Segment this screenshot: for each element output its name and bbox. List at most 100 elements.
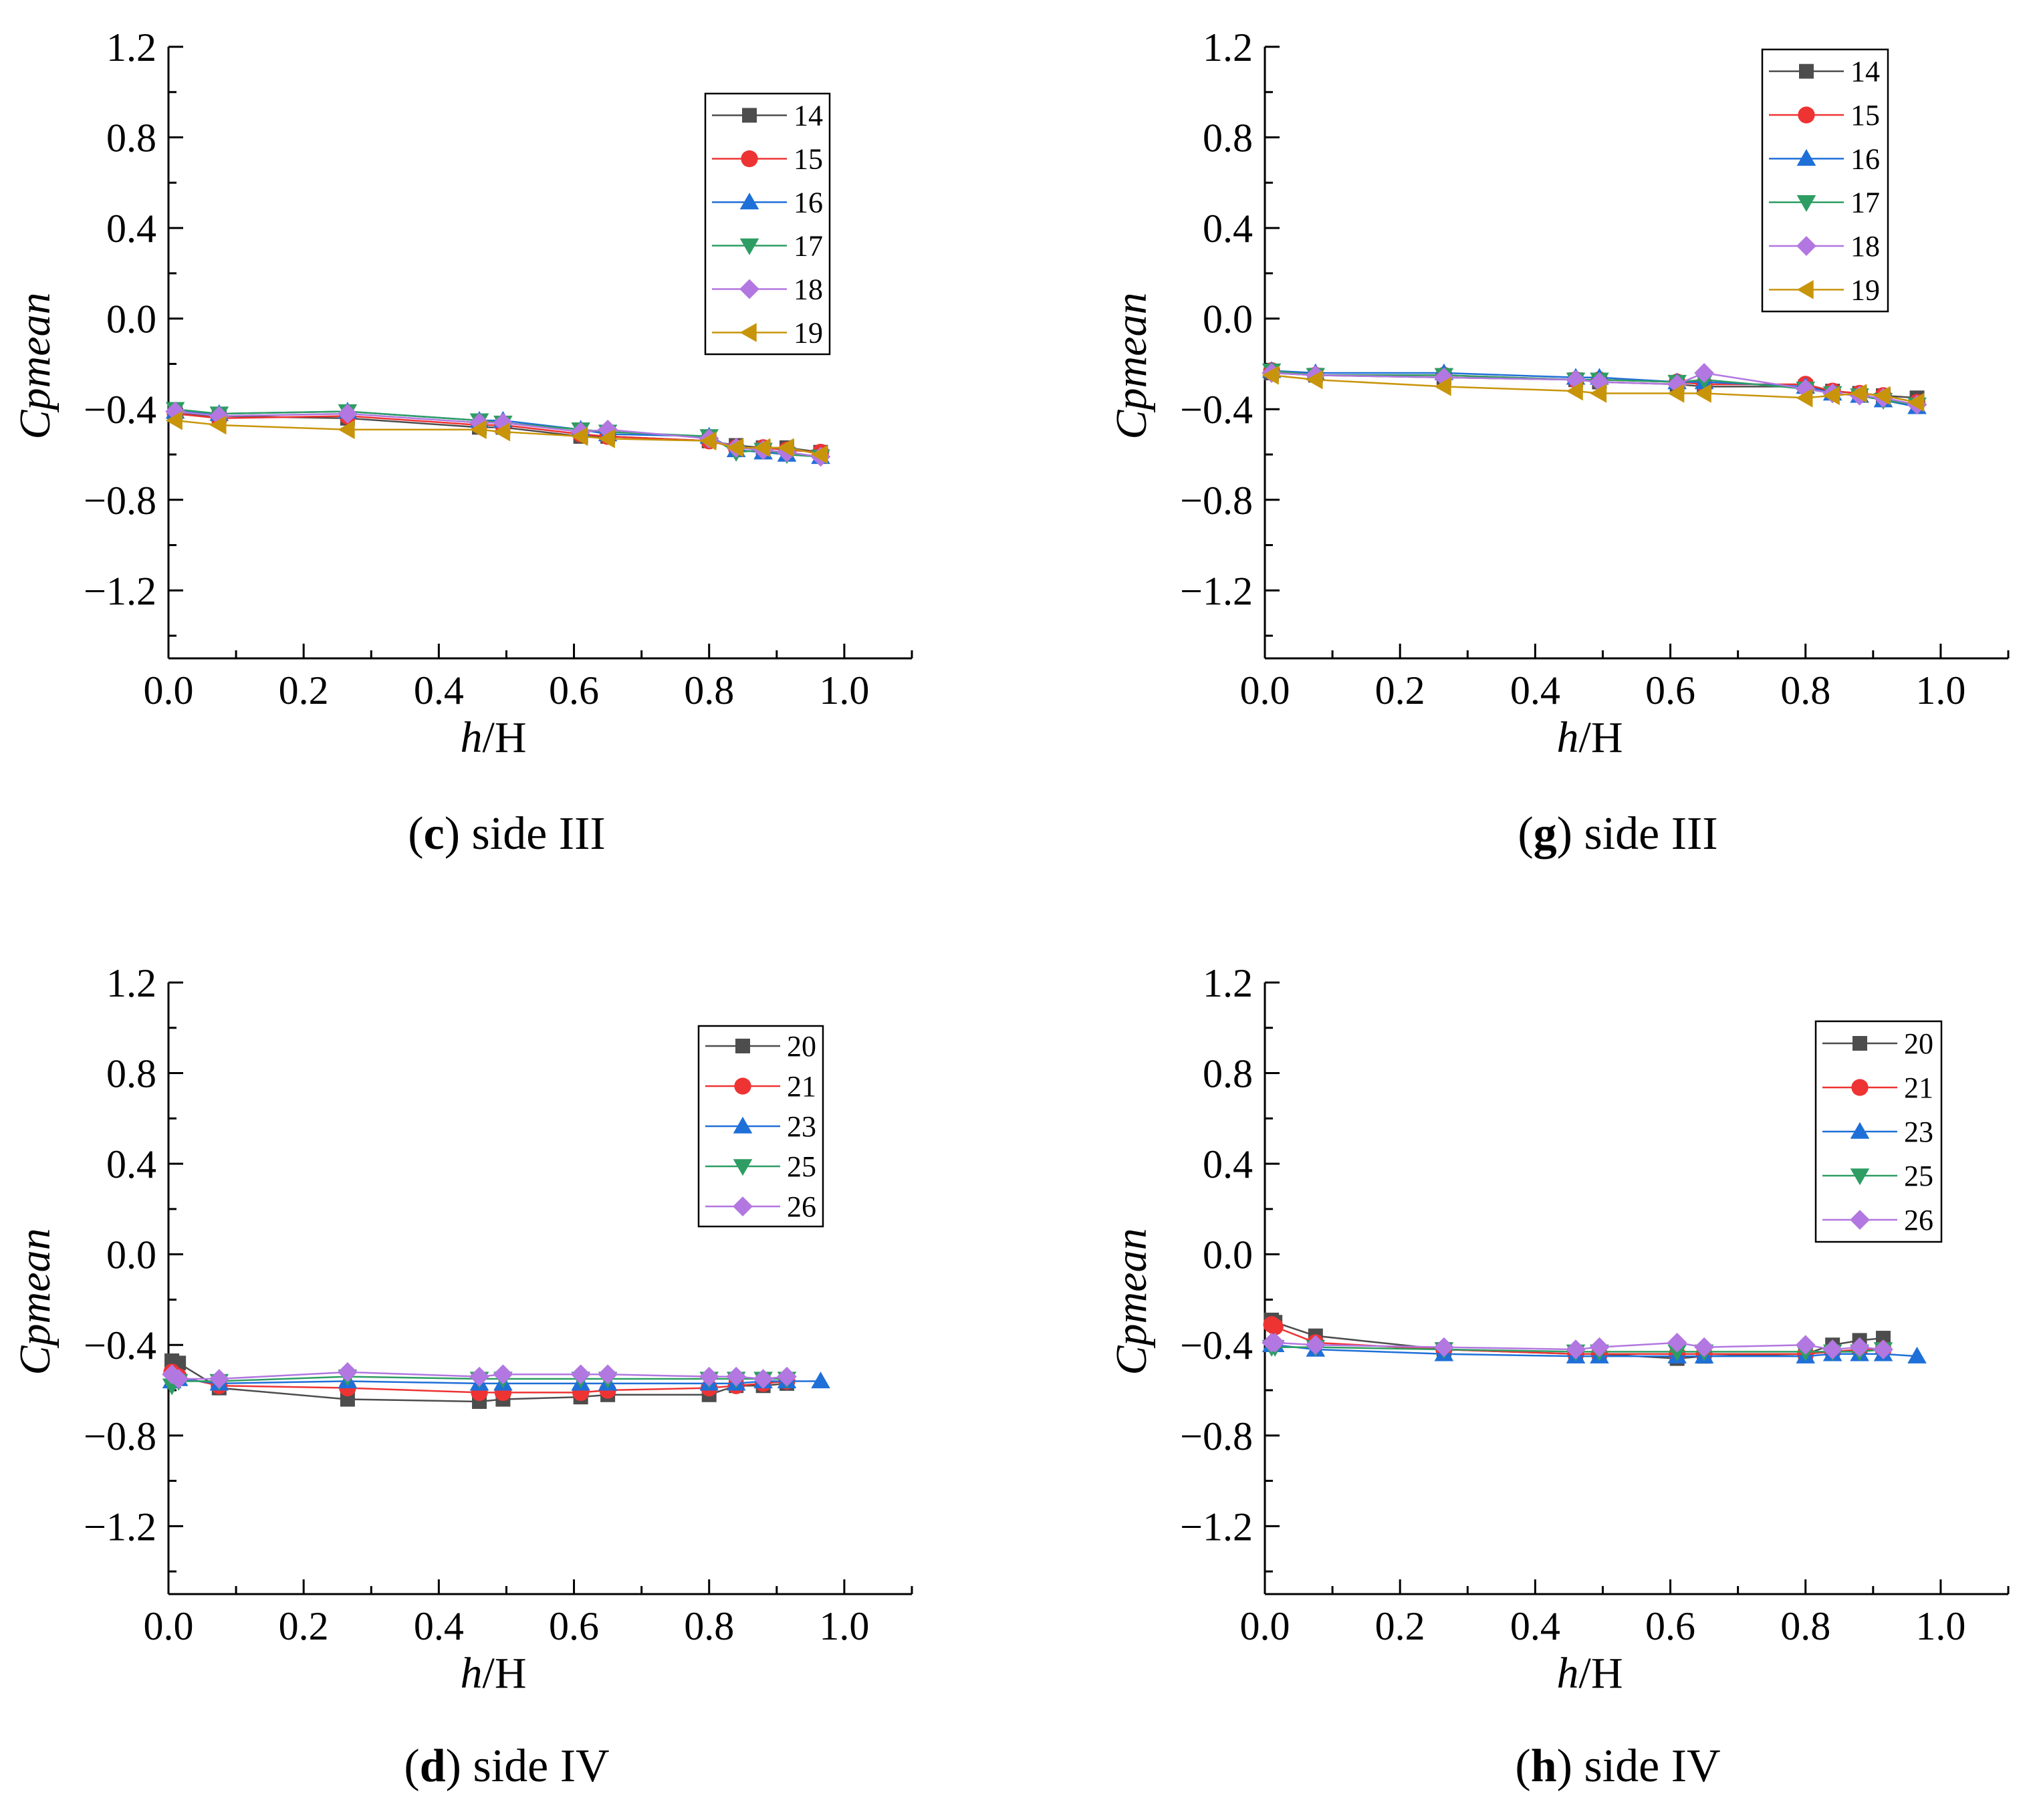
x-tick-label: 0.8	[684, 1604, 734, 1648]
series-19	[165, 410, 828, 465]
data-point	[209, 415, 227, 435]
y-tick-label: 1.2	[106, 25, 156, 70]
legend-marker-25	[1850, 1168, 1870, 1186]
data-point	[598, 1364, 618, 1385]
x-tick-label: 0.2	[279, 1604, 329, 1648]
legend-label-14: 14	[1850, 55, 1880, 88]
series-26	[162, 1362, 797, 1389]
legend: 20 21 23 25 26	[697, 1025, 824, 1228]
series-19	[1262, 366, 1925, 412]
data-point	[1434, 1337, 1454, 1357]
x-tick-label: 0.4	[1510, 668, 1560, 712]
data-point	[1796, 388, 1813, 408]
series-26	[1262, 1332, 1893, 1359]
x-tick-label: 0.8	[1780, 668, 1830, 712]
data-point	[340, 1392, 355, 1407]
legend-marker-23	[733, 1116, 753, 1134]
y-tick-label: 0.0	[1203, 1233, 1253, 1277]
data-point	[753, 1369, 773, 1389]
legend-label-16: 16	[1850, 142, 1880, 175]
y-tick-label: 0.4	[1203, 1142, 1253, 1186]
panel-caption: (g) side III	[1518, 808, 1717, 860]
data-point	[1667, 1332, 1687, 1353]
x-tick-label: 0.0	[144, 1604, 194, 1648]
legend-marker-16	[1796, 149, 1816, 166]
x-axis-label: h/H	[461, 1649, 527, 1698]
legend-marker-14	[1799, 63, 1814, 79]
legend-marker-15	[741, 150, 758, 168]
data-point	[598, 419, 618, 440]
x-tick-label: 0.2	[1375, 1604, 1425, 1648]
legend-label-15: 15	[794, 143, 823, 176]
data-point	[570, 1364, 591, 1385]
x-tick-label: 0.6	[1645, 1604, 1695, 1648]
data-point	[699, 431, 717, 450]
data-point	[493, 1364, 513, 1385]
data-point	[777, 438, 794, 458]
data-point	[1566, 1339, 1586, 1359]
data-point	[1266, 1318, 1284, 1335]
chart-panel-h: 0.0 0.2 0.4 0.6 0.8 1.0 1.2 0.8 0.4 0.0 −0.4 −0.8 −1…	[1107, 961, 2010, 1792]
data-point	[1907, 392, 1925, 412]
legend-box	[704, 92, 831, 356]
legend: 14 15 16 17 18 19	[704, 92, 831, 356]
data-point	[811, 1372, 830, 1389]
y-tick-label: −0.8	[84, 1414, 156, 1458]
data-point	[726, 1366, 747, 1387]
y-tick-label: 0.0	[106, 297, 156, 342]
x-tick-label: 0.8	[1780, 1604, 1830, 1648]
legend-marker-17	[1796, 194, 1816, 212]
panel-caption: (d) side IV	[404, 1740, 609, 1792]
data-point	[209, 1369, 229, 1389]
legend-marker-14	[742, 108, 757, 123]
x-tick-label: 0.0	[144, 668, 194, 712]
data-point	[1434, 377, 1451, 396]
data-point	[699, 1366, 719, 1387]
y-axis-label: Cpmean	[11, 293, 59, 440]
data-point	[1262, 366, 1279, 385]
x-tick-label: 1.0	[819, 668, 869, 712]
data-point	[1849, 1337, 1870, 1357]
panel-caption: (c) side III	[408, 808, 605, 860]
y-tick-label: 1.2	[106, 961, 156, 1005]
legend-label-20: 20	[1904, 1027, 1933, 1060]
x-tick-label: 0.0	[1240, 668, 1290, 712]
x-tick-label: 0.6	[549, 668, 599, 712]
legend-marker-20	[735, 1039, 750, 1053]
data-point	[1667, 384, 1685, 403]
data-point	[168, 1369, 189, 1389]
data-point	[1265, 1332, 1286, 1353]
data-point	[1589, 1337, 1610, 1357]
legend-label-18: 18	[1850, 230, 1880, 263]
data-point	[1795, 1335, 1816, 1355]
data-point	[493, 422, 511, 442]
data-point	[1873, 386, 1891, 406]
x-tick-label: 1.0	[819, 1604, 869, 1648]
legend-label-23: 23	[787, 1110, 816, 1143]
x-tick-label: 0.2	[1375, 668, 1425, 712]
legend-label-23: 23	[1904, 1116, 1933, 1148]
legend-marker-18	[739, 279, 759, 299]
y-tick-label: 0.0	[106, 1233, 156, 1277]
legend-label-15: 15	[1850, 99, 1880, 132]
y-axis-label: Cpmean	[1107, 1228, 1156, 1376]
legend-marker-17	[739, 238, 759, 255]
data-point	[165, 401, 185, 422]
legend-marker-25	[733, 1159, 753, 1176]
x-tick-label: 0.8	[684, 668, 734, 712]
legend-label-26: 26	[787, 1190, 816, 1223]
y-tick-label: −0.8	[84, 479, 156, 523]
data-point	[338, 420, 355, 440]
data-point	[1305, 1335, 1326, 1355]
legend-label-21: 21	[1904, 1071, 1933, 1104]
y-tick-label: 0.4	[106, 1142, 156, 1186]
legend-marker-18	[1796, 236, 1816, 256]
data-point	[469, 1366, 489, 1387]
y-tick-label: 0.0	[1203, 297, 1253, 342]
data-point	[338, 1362, 358, 1382]
y-tick-label: 0.4	[1203, 207, 1253, 251]
data-point	[1590, 384, 1607, 403]
y-tick-label: 1.2	[1203, 961, 1253, 1005]
data-point	[1434, 367, 1454, 388]
